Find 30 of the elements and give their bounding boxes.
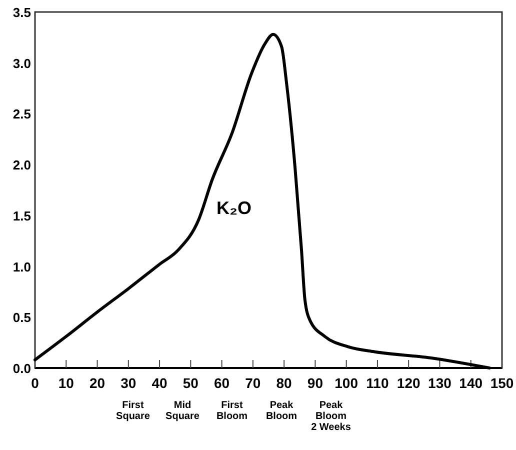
x-tick-label: 140: [459, 375, 483, 391]
annotation: K₂O: [216, 198, 252, 218]
x-tick-label: 70: [245, 375, 261, 391]
text: First Bloom: [216, 400, 248, 422]
text: Peak Bloom: [266, 400, 298, 422]
x-tick-label: 80: [276, 375, 292, 391]
x-tick-label: 120: [396, 375, 420, 391]
y-tick-label: 1.0: [12, 259, 31, 274]
y-tick-label: 2.0: [12, 158, 31, 173]
x-tick-label: 100: [334, 375, 358, 391]
y-tick-label: 2.5: [12, 106, 31, 122]
y-tick-label: 0.0: [12, 361, 31, 376]
y-tick-label: 3.0: [12, 56, 31, 71]
x-tick-label: 30: [120, 375, 136, 391]
text: Peak Bloom 2 Weeks: [311, 400, 352, 433]
x-tick-label: 50: [182, 375, 199, 391]
x-tick-label: 0: [31, 375, 40, 391]
x-tick-label: 20: [89, 375, 106, 391]
y-tick-label: 1.5: [12, 208, 31, 224]
x-tick-label: 130: [428, 375, 452, 391]
x-tick-label: 150: [490, 375, 514, 391]
x-tick-label: 110: [366, 375, 389, 391]
x-tick-label: 60: [214, 375, 230, 391]
x-tick-label: 90: [307, 375, 324, 391]
x-tick-label: 40: [152, 375, 168, 391]
y-tick-label: 0.5: [12, 310, 31, 326]
text: Mid Square: [166, 400, 200, 422]
x-tick-label: 10: [58, 375, 74, 391]
text: First Square: [116, 400, 150, 422]
y-tick-label: 3.5: [12, 5, 31, 20]
